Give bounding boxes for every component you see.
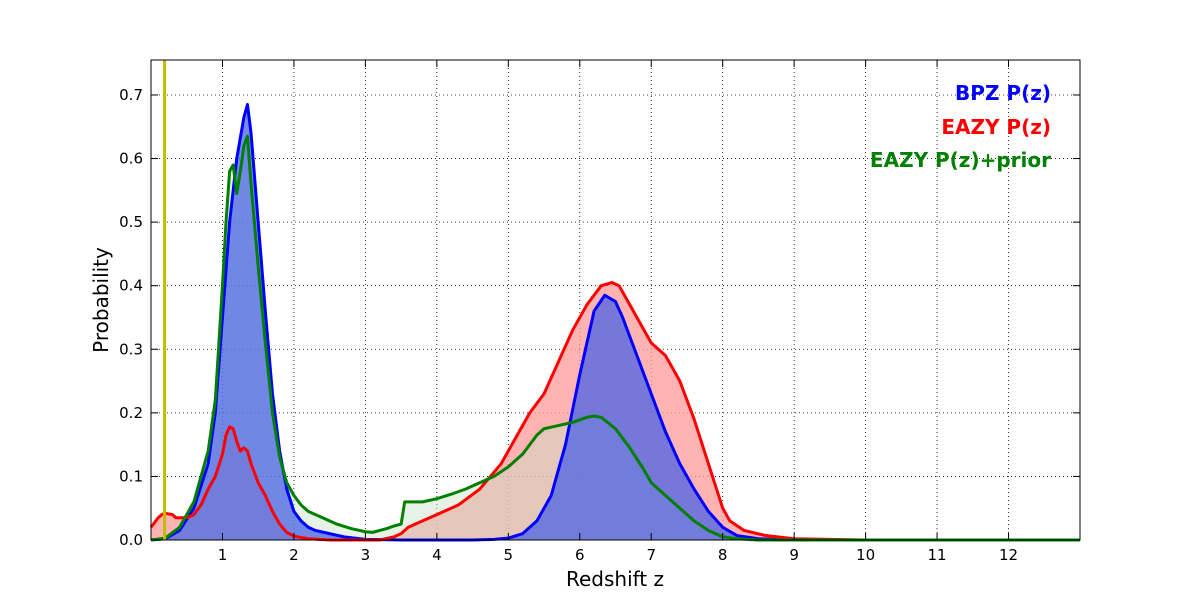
plot-frame [150,59,1081,541]
series-fill-bpz [151,104,1080,540]
y-tick-label-7: 0.7 [119,86,143,104]
y-tick-label-5: 0.5 [119,213,143,231]
x-tick-label-1: 2 [289,546,299,564]
series-fills [151,104,1080,541]
x-tick-label-8: 9 [789,546,799,564]
x-tick-label-3: 4 [432,546,442,564]
y-tick-label-4: 0.4 [119,277,143,295]
legend-label-eazy: EAZY P(z) [941,115,1051,139]
x-tick-label-11: 12 [999,546,1018,564]
series-line-eazy-prior [150,134,1080,542]
x-tick-label-2: 3 [361,546,371,564]
x-tick-label-0: 1 [218,546,228,564]
y-axis-label: Probability [89,247,113,353]
x-tick-label-5: 6 [575,546,585,564]
y-tick-label-2: 0.2 [119,404,143,422]
x-tick-label-10: 11 [928,546,947,564]
y-tick-label-0: 0.0 [119,531,143,549]
y-tick-label-3: 0.3 [119,340,143,358]
y-tick-label-1: 0.1 [119,467,143,485]
legend-label-bpz: BPZ P(z) [955,81,1051,105]
x-tick-label-9: 10 [856,546,875,564]
legend-label-eazy-prior: EAZY P(z)+prior [870,148,1051,172]
y-tick-label-6: 0.6 [119,150,143,168]
axis-ticks: 1 2 3 4 5 6 7 8 9 10 11 120.00.10.20.30.40.50.60.7 [119,60,1080,564]
x-axis-label: Redshift z [566,567,664,591]
x-tick-label-6: 7 [646,546,656,564]
x-tick-label-7: 8 [718,546,728,564]
x-tick-label-4: 5 [504,546,514,564]
legend: BPZ P(z) EAZY P(z) EAZY P(z)+prior [870,81,1051,172]
